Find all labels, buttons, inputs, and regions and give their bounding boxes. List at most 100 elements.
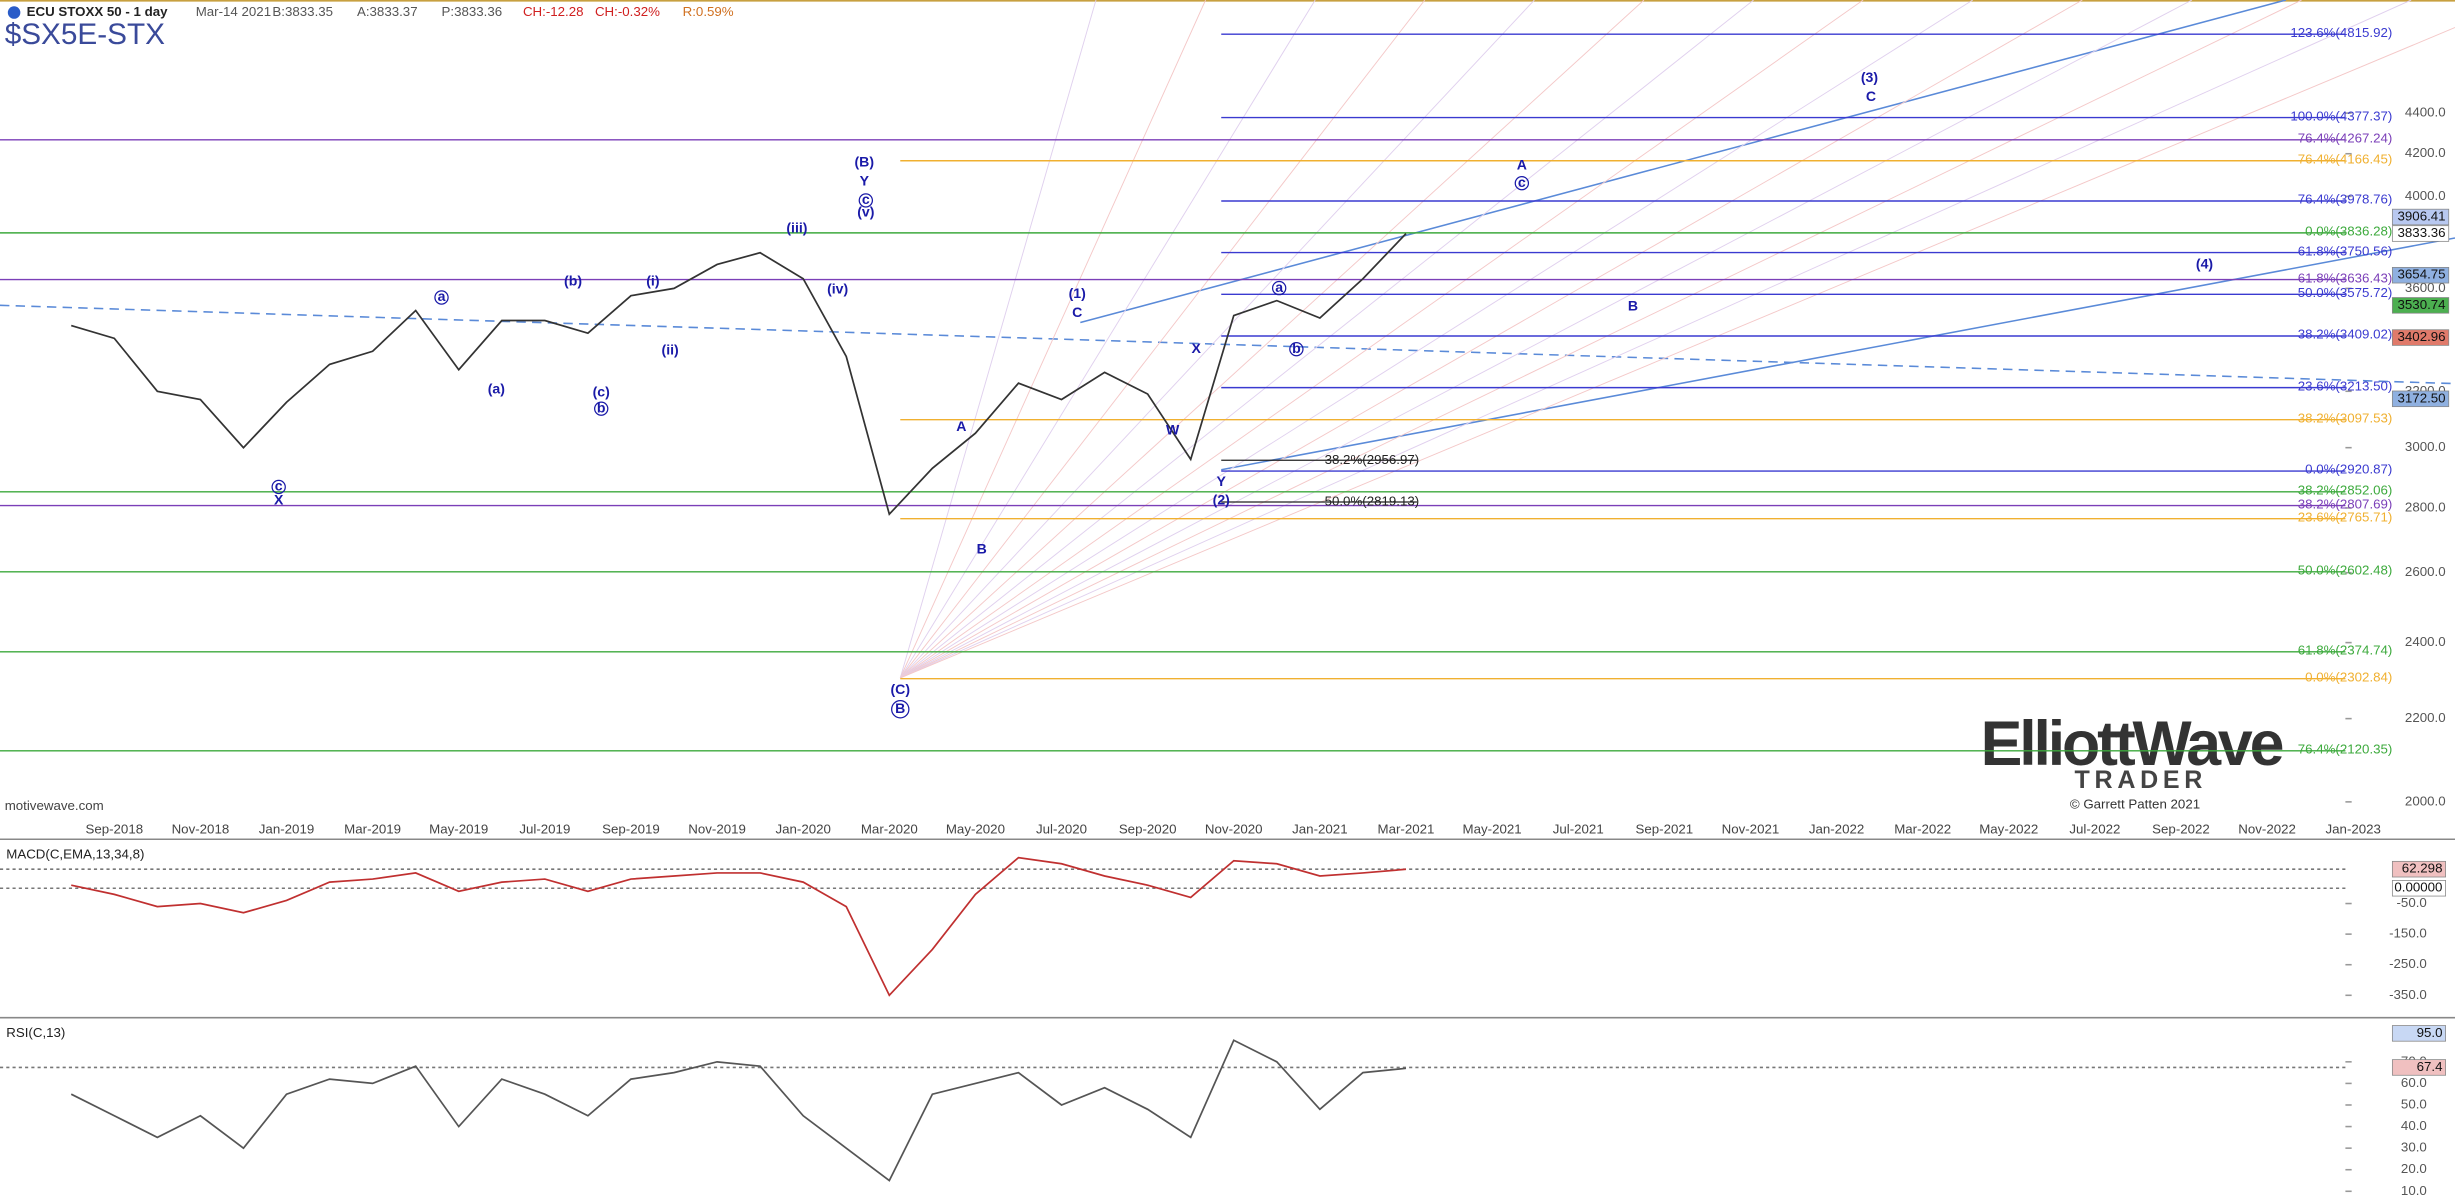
wave-circle — [271, 479, 286, 495]
fan-line — [899, 0, 1207, 679]
x-tick-label: Jan-2022 — [1809, 821, 1864, 836]
wave-label: (v) — [857, 204, 874, 220]
x-tick-label: Nov-2019 — [688, 821, 746, 836]
fan-line — [900, 0, 2083, 679]
macd-box — [2391, 880, 2446, 897]
wave-label: (iv) — [827, 280, 848, 296]
wave-label: A — [1517, 157, 1527, 173]
wave-label: c — [275, 478, 283, 494]
instrument: ECU STOXX 50 - 1 day — [27, 4, 169, 19]
price-box-label: 3402.96 — [2398, 329, 2446, 344]
wave-label: (B) — [854, 154, 874, 170]
inner-label: 38.2%(2956.97) — [1325, 452, 1420, 467]
y-tick-label: 3000.0 — [2405, 439, 2446, 454]
fib-label: 123.6%(4815.92) — [2290, 25, 2392, 40]
y-tick-label: 2600.0 — [2405, 564, 2446, 579]
price-box-label: 3833.36 — [2398, 225, 2446, 240]
x-tick-label: Mar-2022 — [1894, 821, 1951, 836]
x-tick-label: Jul-2021 — [1553, 821, 1604, 836]
fib-label: 23.6%(3213.50) — [2298, 378, 2393, 393]
macd-box-label: 62.298 — [2402, 861, 2443, 876]
trend-line — [1221, 237, 2455, 471]
fib-label: 76.4%(2120.35) — [2298, 742, 2393, 757]
fib-label: 76.4%(4166.45) — [2298, 151, 2393, 166]
x-tick-label: May-2019 — [429, 821, 488, 836]
wave-circle — [1271, 280, 1287, 296]
x-tick-label: Mar-2019 — [344, 821, 401, 836]
macd-line — [71, 856, 1407, 997]
wave-label: (4) — [2196, 255, 2213, 271]
rsi-tick-label: 60.0 — [2401, 1075, 2427, 1090]
price-box — [2391, 266, 2450, 284]
fib-label: 38.2%(3097.53) — [2298, 410, 2393, 425]
wave-label: Y — [860, 172, 870, 188]
x-tick-label: Sep-2019 — [602, 821, 660, 836]
wave-label: X — [274, 492, 284, 508]
x-tick-label: Sep-2020 — [1119, 821, 1177, 836]
macd-tick-label: -250.0 — [2389, 956, 2427, 971]
wave-label: b — [1292, 340, 1301, 356]
rsi-box — [2391, 1059, 2446, 1076]
wave-label: (iii) — [786, 219, 807, 235]
x-tick-label: Jul-2022 — [2069, 821, 2120, 836]
y-tick-label: 2400.0 — [2405, 634, 2446, 649]
price-box — [2391, 225, 2450, 242]
macd-title: MACD(C,EMA,13,34,8) — [6, 846, 144, 861]
logo: ElliottWave — [1981, 709, 2283, 779]
y-tick-label: 4400.0 — [2405, 105, 2446, 120]
wave-label: a — [438, 288, 446, 304]
fib-label: 50.0%(3575.72) — [2298, 285, 2393, 300]
fib-label: 23.6%(2765.71) — [2298, 509, 2393, 524]
x-tick-label: Mar-2021 — [1378, 821, 1435, 836]
x-tick-label: Nov-2018 — [172, 821, 230, 836]
macd-tick-label: -50.0 — [2397, 895, 2427, 910]
source: motivewave.com — [5, 798, 104, 813]
header-bid: B:3833.35 — [272, 4, 333, 19]
wave-circle — [594, 401, 609, 416]
macd-tick-label: -350.0 — [2389, 987, 2427, 1002]
x-tick-label: May-2022 — [1979, 821, 2038, 836]
rsi-tick-label: 30.0 — [2401, 1140, 2427, 1155]
rsi-title: RSI(C,13) — [6, 1025, 65, 1040]
wave-circle — [434, 290, 449, 305]
wave-label: W — [1166, 421, 1180, 437]
wave-label: (i) — [646, 273, 659, 289]
wave-label: (c) — [593, 384, 610, 400]
price-box-label: 3654.75 — [2398, 267, 2446, 282]
symbol-title: $SX5E-STX — [5, 18, 165, 51]
fib-label: 38.2%(2852.06) — [2298, 483, 2393, 498]
y-tick-label: 2800.0 — [2405, 499, 2446, 514]
rsi-tick-label: 40.0 — [2401, 1118, 2427, 1133]
fib-label: 76.4%(3978.76) — [2298, 192, 2393, 207]
fan-line — [899, 0, 1316, 679]
fib-label: 61.8%(2374.74) — [2298, 643, 2393, 658]
fib-label: 61.8%(3636.43) — [2298, 270, 2393, 285]
copyright: © Garrett Patten 2021 — [2070, 796, 2200, 811]
fan-line — [900, 27, 2455, 679]
wave-circle — [891, 700, 910, 719]
wave-label: c — [862, 191, 870, 207]
x-tick-label: Jan-2020 — [775, 821, 830, 836]
fan-line — [899, 0, 1754, 679]
status-dot — [7, 6, 21, 19]
logo-sub: TRADER — [2075, 766, 2208, 794]
wave-label: Y — [1217, 473, 1227, 489]
fib-label: 61.8%(3750.56) — [2298, 243, 2393, 258]
wave-label: a — [1275, 279, 1283, 295]
price-box-label: 3530.74 — [2398, 297, 2446, 312]
x-tick-label: Mar-2020 — [861, 821, 918, 836]
inner-label: 50.0%(2819.13) — [1325, 494, 1420, 509]
wave-label: B — [1628, 298, 1638, 314]
y-tick-label: 3600.0 — [2405, 280, 2446, 295]
header-range: R:0.59% — [683, 4, 734, 19]
wave-label: (a) — [488, 381, 505, 397]
x-tick-label: Nov-2021 — [1722, 821, 1780, 836]
price-box — [2391, 208, 2450, 226]
fan-line — [899, 0, 1097, 679]
x-tick-label: Jan-2019 — [259, 821, 314, 836]
wave-label: (b) — [564, 273, 582, 289]
fib-label: 0.0%(2302.84) — [2305, 669, 2392, 684]
wave-label: C — [1866, 88, 1876, 104]
